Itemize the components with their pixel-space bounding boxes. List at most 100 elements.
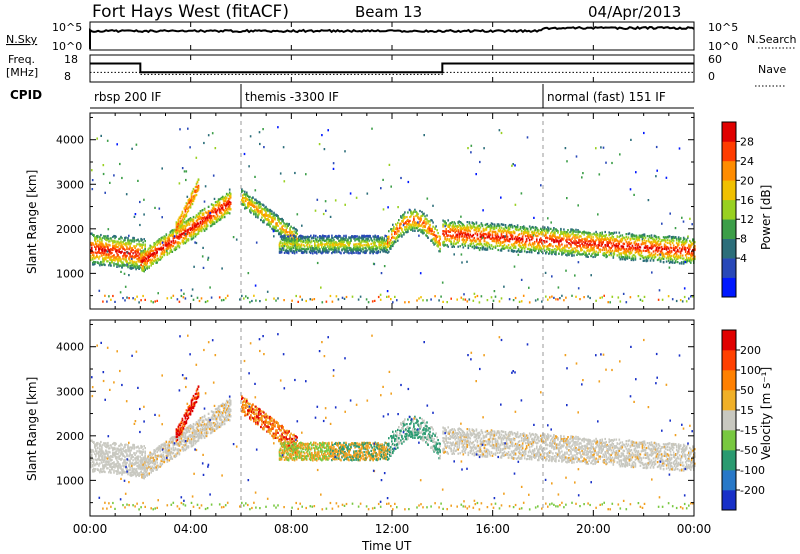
power-echo (540, 231, 542, 234)
power-echo (389, 240, 391, 243)
power-echo (541, 247, 543, 250)
power-echo (111, 261, 113, 264)
power-echo (355, 249, 357, 252)
power-echo (105, 238, 107, 241)
power-echo (565, 232, 567, 235)
power-echo (227, 208, 230, 211)
power-echo (606, 251, 608, 254)
power-echo (419, 220, 421, 223)
power-echo (411, 213, 413, 216)
power-echo (633, 241, 636, 244)
power-echo (609, 237, 611, 240)
power-echo (488, 246, 491, 249)
power-echo (155, 251, 157, 254)
power-echo (375, 236, 377, 239)
power-echo (363, 234, 365, 237)
power-echo (316, 246, 318, 250)
power-echo (277, 218, 279, 221)
power-echo (413, 215, 415, 218)
power-echo (649, 246, 652, 249)
power-echo (541, 233, 543, 236)
power-echo (312, 250, 314, 253)
power-echo (626, 242, 629, 245)
power-echo (564, 250, 566, 253)
power-echo (302, 244, 305, 247)
power-echo (283, 251, 286, 254)
power-echo (407, 229, 409, 232)
power-echo (622, 251, 625, 254)
power-echo (664, 239, 667, 242)
power-echo (327, 242, 329, 245)
power-echo (192, 220, 195, 223)
power-echo (600, 239, 602, 242)
power-echo (390, 228, 392, 231)
power-echo (281, 231, 283, 234)
power-echo (354, 243, 356, 246)
power-echo (571, 237, 573, 240)
power-echo (675, 250, 678, 253)
power-echo (132, 252, 134, 255)
power-echo (117, 262, 119, 265)
power-echo (149, 247, 151, 250)
power-echo (260, 205, 262, 208)
power-echo (545, 252, 547, 255)
power-echo (213, 208, 216, 211)
power-echo (473, 244, 476, 247)
power-echo (534, 234, 537, 237)
power-echo (517, 237, 520, 240)
power-echo (547, 226, 549, 229)
power-echo (489, 233, 492, 236)
power-echo (661, 257, 664, 260)
power-echo (253, 205, 255, 208)
power-echo (264, 209, 266, 212)
power-echo (658, 237, 661, 240)
power-echo (185, 205, 188, 208)
power-echo (363, 240, 365, 243)
power-echo (449, 240, 451, 243)
power-echo (179, 215, 182, 218)
power-echo (565, 249, 567, 252)
power-echo (193, 194, 196, 197)
power-echo (350, 238, 352, 242)
power-echo (215, 217, 218, 220)
power-echo (664, 240, 667, 243)
power-echo (139, 243, 141, 246)
power-echo (152, 249, 154, 252)
power-echo (447, 219, 449, 222)
power-echo (272, 215, 274, 218)
power-echo (158, 258, 161, 261)
power-echo (417, 223, 419, 227)
power-echo (350, 247, 352, 250)
power-echo (299, 236, 302, 239)
power-echo (665, 245, 668, 249)
power-echo (129, 254, 131, 257)
power-echo (195, 233, 198, 236)
power-echo (140, 254, 142, 258)
power-echo (282, 231, 284, 234)
power-echo (500, 249, 503, 252)
power-echo (153, 260, 155, 263)
power-echo (305, 240, 308, 243)
power-echo (565, 231, 567, 234)
power-echo (518, 228, 521, 231)
power-echo (134, 246, 136, 249)
power-echo (669, 258, 672, 261)
power-echo (536, 240, 538, 243)
power-echo (112, 255, 114, 258)
power-echo (677, 242, 680, 245)
power-echo (152, 262, 154, 265)
power-echo (470, 227, 473, 230)
power-echo (187, 230, 190, 233)
power-echo (516, 250, 519, 253)
power-echo (225, 192, 228, 195)
power-echo (583, 230, 585, 233)
power-echo (242, 203, 244, 206)
power-echo (175, 222, 178, 225)
power-echo (225, 204, 228, 207)
power-echo (476, 242, 479, 246)
power-echo (377, 251, 379, 254)
power-echo (411, 228, 413, 231)
power-echo (99, 243, 101, 246)
power-echo (342, 236, 344, 239)
power-echo (201, 209, 204, 212)
